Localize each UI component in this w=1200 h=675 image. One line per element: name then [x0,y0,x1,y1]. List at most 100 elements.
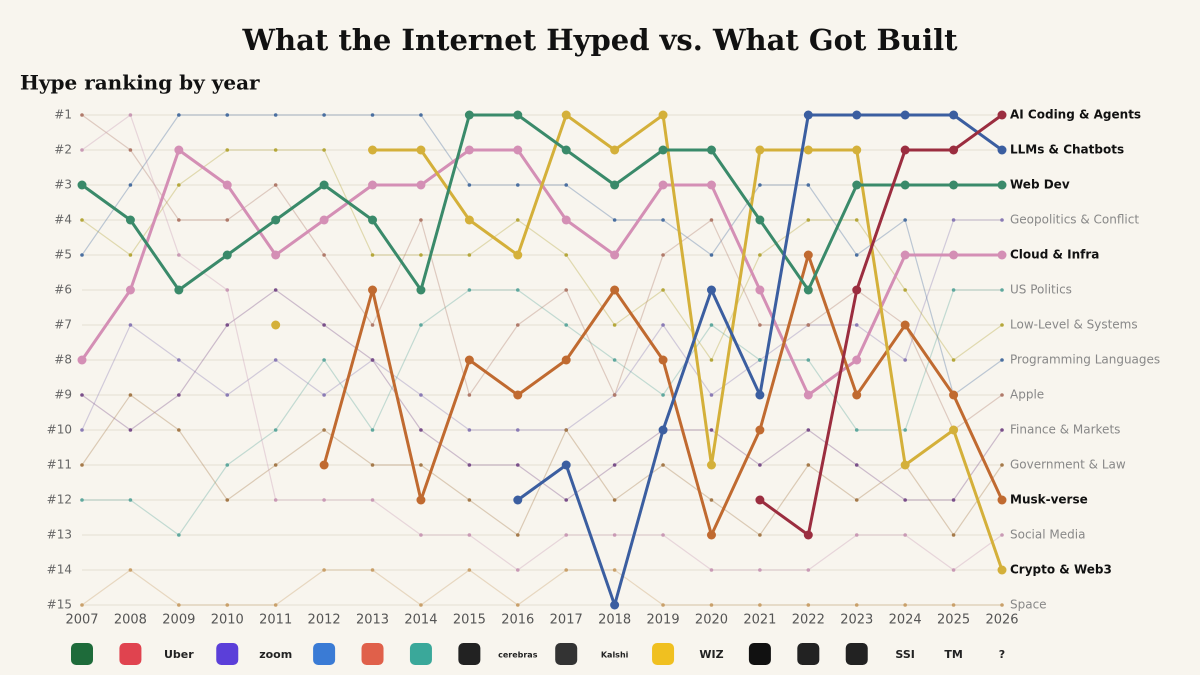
series-point [612,323,617,327]
y-tick-label: #8 [54,353,72,367]
series-point [177,603,181,607]
series-point [1000,288,1004,292]
series-point [322,113,326,117]
series-point [903,603,907,607]
series-point [806,323,811,327]
series-point [612,463,617,467]
series-point [903,428,907,432]
series-point [755,425,765,435]
series-point [564,323,569,327]
logo-icon [555,643,578,665]
y-tick-label: #14 [47,563,72,577]
y-tick-label: #1 [54,108,72,122]
series-point [951,288,956,292]
series-point [515,183,520,187]
series-point [852,390,862,400]
series-point [658,180,668,190]
logo-icon [361,643,384,665]
series-point [273,428,278,432]
series-point [806,358,811,362]
series-point [854,218,859,222]
series-point [416,180,426,190]
series-point [419,393,423,397]
series-point [370,253,375,257]
series-point [854,323,859,327]
series-point [709,253,714,257]
series-line [82,289,1002,536]
logo-icon [119,643,142,665]
series-point [997,145,1007,155]
series-point [128,393,133,397]
series-point [416,495,426,505]
series-point [612,533,617,537]
series-point [80,393,84,397]
series-point [852,145,862,155]
series-label: Crypto & Web3 [1010,563,1112,577]
series-point [416,285,426,295]
series-label: Space [1010,598,1047,612]
series-point [564,288,569,292]
series-point [661,603,665,607]
series-point [949,250,959,260]
series-point [561,355,571,365]
series-point [709,568,714,572]
y-tick-label: #13 [47,528,72,542]
series-point [1000,393,1004,397]
series-point [1000,218,1004,222]
series-point [661,463,665,467]
series-point [951,533,956,537]
series-point [322,428,326,432]
series-point [803,250,813,260]
series-point [658,355,668,365]
series-point [612,218,617,222]
series-point [806,568,811,572]
logo-icon [652,643,675,665]
series-point [903,218,907,222]
series-point [758,603,762,607]
series-point [273,358,278,362]
series-label: Programming Languages [1010,353,1160,367]
logo-icon [748,643,771,665]
series-point [949,390,959,400]
series-point [464,110,474,120]
y-tick-label: #5 [54,248,72,262]
series-point [80,253,84,257]
series-point [513,250,523,260]
logo-icon [458,643,481,665]
series-point [661,533,665,537]
series-point [271,250,281,260]
x-tick-label: 2017 [550,613,583,628]
series-point [370,428,375,432]
series-point [900,250,910,260]
series-point [416,145,426,155]
series-label: Apple [1010,388,1044,402]
series-point [513,145,523,155]
x-tick-label: 2018 [598,613,631,628]
series-line [81,113,1002,292]
series-point [561,215,571,225]
series-point [271,320,281,330]
x-tick-label: 2026 [985,613,1018,628]
series-point [368,145,378,155]
series-point [370,568,375,572]
series-point [322,148,326,152]
series-line [81,149,1003,361]
series-point [319,215,329,225]
series-point [709,323,714,327]
series-point [419,463,423,467]
x-tick-label: 2021 [743,613,776,628]
series-line [81,114,1003,431]
series-point [854,253,859,257]
series-point [368,215,378,225]
series-label: Government & Law [1010,458,1126,472]
series-point [419,253,423,257]
series-point [903,533,907,537]
series-point [467,463,472,467]
y-tick-label: #4 [54,213,72,227]
logo-icon [313,643,336,665]
y-tick-label: #9 [54,388,72,402]
y-tick-label: #11 [47,458,72,472]
series-point [564,498,569,502]
series-point [612,393,617,397]
y-tick-label: #3 [54,178,72,192]
